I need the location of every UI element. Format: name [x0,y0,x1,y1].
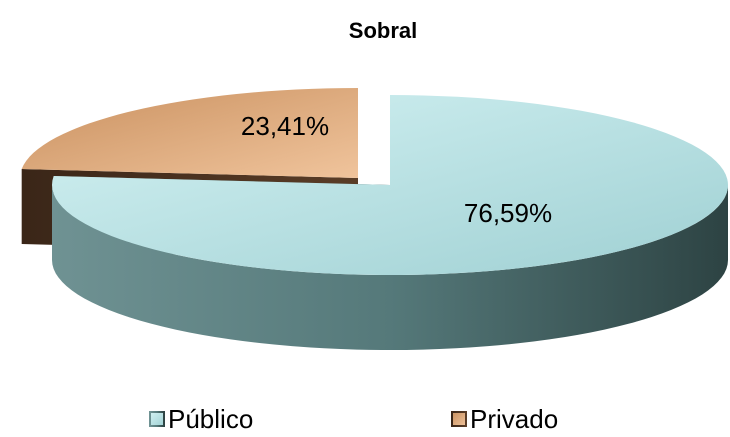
data-label: 23,41% [241,111,329,141]
chart-title: Sobral [349,18,417,43]
pie-slice [52,95,729,275]
legend-label: Público [168,404,253,434]
legend-marker [149,411,165,427]
data-label: 76,59% [464,198,552,228]
legend-marker [451,411,467,427]
slice-wall [52,185,728,350]
pie-slice [21,88,359,178]
legend-label: Privado [470,404,558,434]
